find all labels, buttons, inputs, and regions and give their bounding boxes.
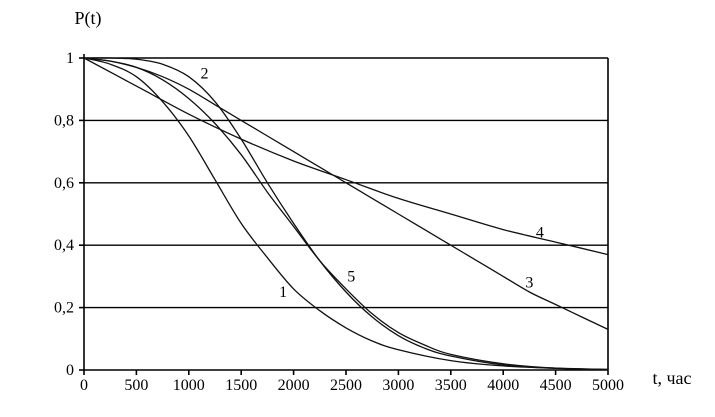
y-tick-label-3: 0,6 — [54, 175, 74, 192]
x-tick-label-5: 2500 — [330, 377, 362, 394]
series-label-1: 1 — [279, 284, 287, 301]
axes — [79, 54, 609, 375]
series-line-2 — [83, 57, 609, 371]
series-group — [83, 57, 609, 371]
y-axis-title: P(t) — [75, 8, 102, 29]
series-label-3: 3 — [525, 275, 533, 292]
y-tick-label-0: 0 — [66, 362, 74, 379]
series-line-4 — [83, 57, 609, 256]
x-tick-label-8: 4000 — [487, 377, 519, 394]
x-tick-label-0: 0 — [80, 377, 88, 394]
y-tick-label-4: 0,8 — [54, 112, 74, 129]
x-tick-label-9: 4500 — [540, 377, 572, 394]
x-tick-label-1: 500 — [124, 377, 148, 394]
series-label-5: 5 — [347, 268, 355, 285]
x-tick-label-10: 5000 — [592, 377, 624, 394]
x-tick-label-4: 2000 — [278, 377, 310, 394]
tick-labels: 0 500 1000 1500 2000 2500 3000 3500 4000 4500 5000… — [54, 50, 624, 394]
x-axis-title: t, час — [652, 368, 691, 388]
x-tick-label-3: 1500 — [225, 377, 257, 394]
series-line-3 — [83, 57, 609, 330]
x-tick-label-2: 1000 — [173, 377, 205, 394]
y-tick-label-2: 0,4 — [54, 237, 74, 254]
series-label-4: 4 — [536, 225, 544, 242]
y-tick-label-5: 1 — [66, 50, 74, 67]
series-line-1 — [83, 57, 609, 371]
series-line-5 — [83, 57, 609, 371]
x-tick-label-7: 3500 — [435, 377, 467, 394]
series-label-2: 2 — [201, 66, 209, 83]
y-tick-label-1: 0,2 — [54, 300, 74, 317]
curve-labels: 1 2 3 4 5 — [201, 66, 544, 301]
x-tick-label-6: 3000 — [382, 377, 414, 394]
